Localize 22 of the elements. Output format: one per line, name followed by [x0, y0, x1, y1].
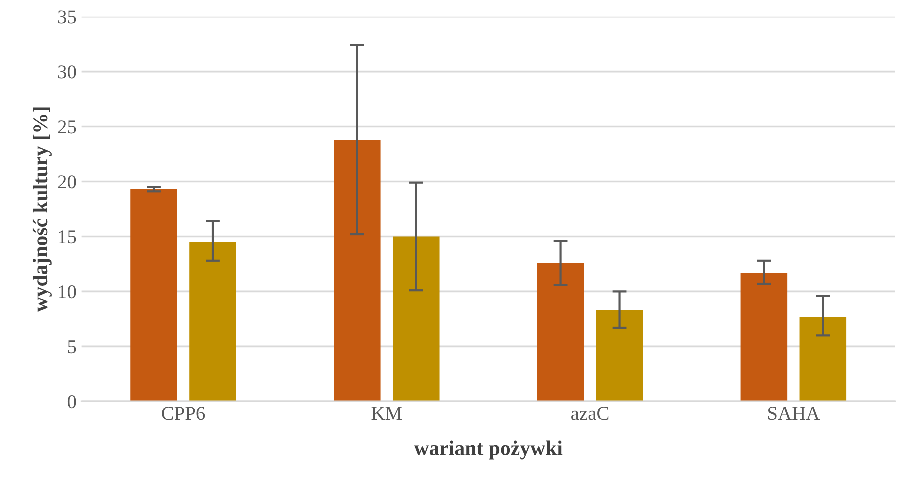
y-tick-label: 35: [58, 10, 76, 24]
bar: [537, 263, 584, 402]
x-tick-label: azaC: [572, 407, 609, 420]
x-tick-label: SAHA: [768, 407, 820, 420]
bar: [334, 140, 381, 402]
bar: [800, 316, 847, 402]
bar: [740, 273, 788, 402]
bar: [130, 189, 178, 402]
y-tick-label: 10: [59, 286, 76, 299]
x-tick-label: KM: [372, 407, 402, 420]
y-tick-label: 5: [68, 340, 76, 354]
bar: [392, 236, 440, 402]
bar: [190, 242, 236, 402]
y-tick-label: 20: [58, 176, 76, 189]
y-axis-title: wydajność kultury [%]: [32, 108, 52, 312]
bar: [596, 310, 644, 402]
y-tick-label: 0: [68, 395, 76, 409]
x-tick-label: CPP6: [162, 407, 206, 420]
x-axis-title: wariant pożywki: [414, 440, 563, 460]
y-tick-label: 25: [58, 120, 76, 134]
y-tick-label: 30: [58, 66, 76, 79]
y-tick-label: 15: [59, 230, 76, 244]
